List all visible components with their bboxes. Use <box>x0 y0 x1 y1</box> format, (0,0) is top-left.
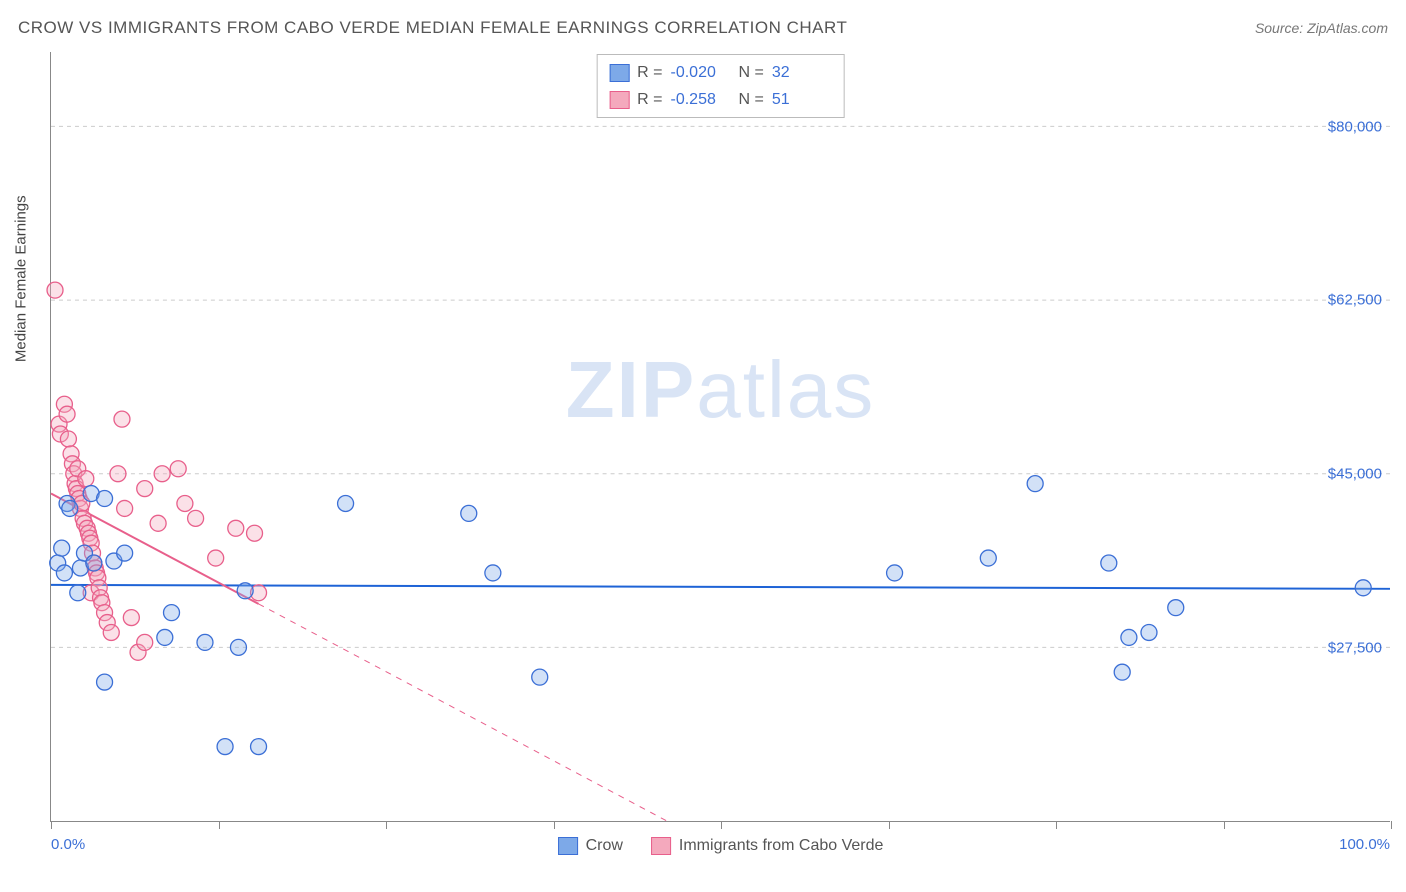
y-tick-label: $45,000 <box>1328 466 1382 483</box>
n-value-crow: 32 <box>772 59 832 86</box>
r-value-cabo-verde: -0.258 <box>671 86 731 113</box>
legend-item-crow: Crow <box>558 837 623 855</box>
x-tick <box>1056 821 1057 829</box>
bottom-legend: Crow Immigrants from Cabo Verde <box>558 837 884 855</box>
r-value-crow: -0.020 <box>671 59 731 86</box>
source-label: Source: ZipAtlas.com <box>1255 20 1388 36</box>
y-tick-label: $80,000 <box>1328 118 1382 135</box>
stats-row-cabo-verde: R = -0.258 N = 51 <box>609 86 832 113</box>
stats-row-crow: R = -0.020 N = 32 <box>609 59 832 86</box>
source-name: ZipAtlas.com <box>1307 20 1388 36</box>
y-tick-label: $62,500 <box>1328 292 1382 309</box>
x-tick <box>554 821 555 829</box>
chart-svg <box>51 52 1390 821</box>
r-label: R = <box>637 86 662 113</box>
x-tick <box>1224 821 1225 829</box>
swatch-cabo-verde <box>609 91 629 109</box>
plot-area: ZIPatlas Median Female Earnings $27,500$… <box>50 52 1390 822</box>
n-label: N = <box>739 59 764 86</box>
legend-swatch-cabo-verde <box>651 837 671 855</box>
x-axis-max-label: 100.0% <box>1339 836 1390 853</box>
n-value-cabo-verde: 51 <box>772 86 832 113</box>
legend-label-crow: Crow <box>586 837 623 855</box>
chart-title: CROW VS IMMIGRANTS FROM CABO VERDE MEDIA… <box>18 18 847 38</box>
swatch-crow <box>609 64 629 82</box>
x-tick <box>219 821 220 829</box>
x-tick <box>1391 821 1392 829</box>
n-label: N = <box>739 86 764 113</box>
source-prefix: Source: <box>1255 20 1307 36</box>
stats-legend-box: R = -0.020 N = 32 R = -0.258 N = 51 <box>596 54 845 118</box>
x-tick <box>889 821 890 829</box>
x-axis-min-label: 0.0% <box>51 836 85 853</box>
y-tick-label: $27,500 <box>1328 640 1382 657</box>
y-axis-title: Median Female Earnings <box>13 195 30 362</box>
legend-swatch-crow <box>558 837 578 855</box>
legend-item-cabo-verde: Immigrants from Cabo Verde <box>651 837 884 855</box>
x-tick <box>721 821 722 829</box>
x-tick <box>51 821 52 829</box>
r-label: R = <box>637 59 662 86</box>
legend-label-cabo-verde: Immigrants from Cabo Verde <box>679 837 884 855</box>
x-tick <box>386 821 387 829</box>
